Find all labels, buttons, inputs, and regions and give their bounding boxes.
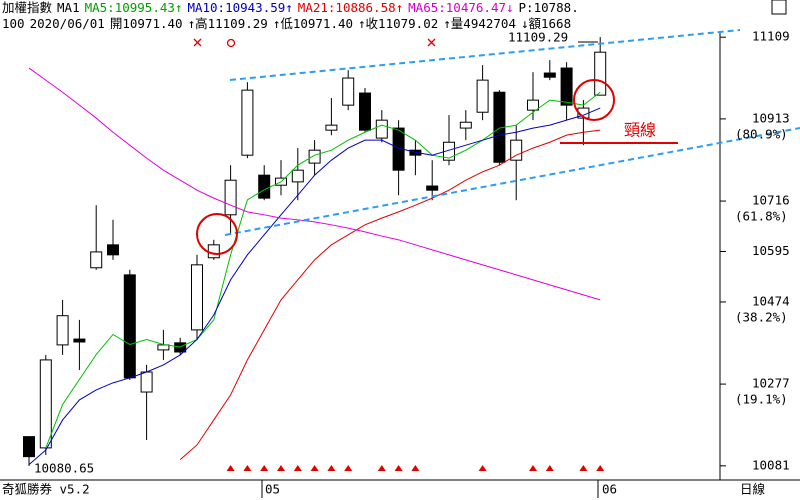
signal-triangle xyxy=(545,465,554,471)
ratio-label: (19.1%) xyxy=(735,392,788,407)
ma-line xyxy=(45,91,601,449)
header-item: ↑低10971.40 xyxy=(272,16,354,31)
candle-body xyxy=(426,185,439,191)
header-item: 加權指數 xyxy=(2,0,53,15)
month-label: 05 xyxy=(265,482,280,497)
window-button[interactable] xyxy=(771,0,787,15)
candle-body xyxy=(375,119,388,139)
app-name: 奇狐勝券 v5.2 xyxy=(2,482,90,497)
month-label: 06 xyxy=(602,482,617,497)
header-item: ↓額1668 xyxy=(520,16,572,31)
candle-body xyxy=(543,72,556,78)
y-tick-label: 10716 xyxy=(752,193,790,208)
candle-body xyxy=(342,77,355,106)
signal-triangle xyxy=(478,465,487,471)
candle-body xyxy=(308,149,321,164)
signal-triangle xyxy=(377,465,386,471)
signal-triangle xyxy=(226,465,235,471)
candle-body xyxy=(527,99,539,111)
header-item: 100 xyxy=(2,16,25,31)
header-item: 2020/06/01 xyxy=(29,16,105,31)
signal-marks xyxy=(193,38,436,48)
header-item: ↑高11109.29 xyxy=(187,16,268,31)
candle-body xyxy=(191,264,203,331)
candle-body xyxy=(123,274,136,379)
header-item: MA5:10995.43↑ xyxy=(84,0,183,15)
signal-triangle xyxy=(260,465,269,471)
candle-body xyxy=(325,124,338,131)
y-tick-label: 10277 xyxy=(752,376,790,391)
candle-body xyxy=(443,141,455,161)
annotation: 頸線 xyxy=(624,121,656,140)
header-item: MA65:10476.47↓ xyxy=(408,0,514,15)
highlight-circle xyxy=(196,213,238,255)
signal-triangle xyxy=(327,465,336,471)
y-tick-label: 11109 xyxy=(752,29,790,44)
candle-body xyxy=(459,121,472,129)
plot xyxy=(23,37,607,466)
trend-line xyxy=(229,29,741,81)
low-label: 10080.65 xyxy=(34,461,94,476)
candle-body xyxy=(560,67,573,106)
y-tick-label: 10913 xyxy=(752,110,790,125)
header-item: MA1 xyxy=(57,0,80,15)
candle-body xyxy=(224,179,237,216)
candle-body xyxy=(241,89,254,156)
candle-body xyxy=(258,174,271,199)
candle-body xyxy=(56,315,69,346)
signal-triangle xyxy=(344,465,353,471)
y-tick-label: 10474 xyxy=(752,293,790,308)
candle-body xyxy=(73,338,86,343)
trend-line xyxy=(224,127,800,236)
ma-line xyxy=(28,67,601,301)
candle-body xyxy=(359,92,371,131)
candle-body xyxy=(291,169,304,183)
header-item: ↑收11079.02 xyxy=(358,16,439,31)
candle-body xyxy=(510,139,523,161)
header-item: MA21:10886.58↑ xyxy=(297,0,404,15)
signal-triangle xyxy=(529,465,537,471)
signal-triangle xyxy=(277,465,285,471)
candle-body xyxy=(476,79,489,113)
candle-body xyxy=(207,244,220,259)
ma-line xyxy=(28,107,601,465)
y-tick-label: 10595 xyxy=(752,243,790,258)
signal-triangle xyxy=(310,465,319,471)
signal-triangle xyxy=(411,465,420,471)
candle-body xyxy=(23,436,35,458)
header-line-1: 加權指數 MA1 MA5:10995.43↑ MA10:10943.59↑ MA21:1… xyxy=(2,0,584,16)
x-mark xyxy=(193,38,202,47)
signal-triangle xyxy=(579,465,588,471)
candle-body xyxy=(90,251,103,269)
highlight-circle xyxy=(573,79,615,121)
header-item: 開10971.40 xyxy=(109,16,183,31)
ma-line xyxy=(179,129,601,460)
candle-body xyxy=(39,359,52,449)
header-item: MA10:10943.59↑ xyxy=(187,0,293,15)
candle-body xyxy=(157,344,170,351)
x-mark xyxy=(427,38,436,47)
header-line-2: 100 2020/06/01 開10971.40 ↑高11109.29 ↑低10971.… xyxy=(2,16,576,32)
candle-body xyxy=(594,51,607,96)
ratio-label: (80.9%) xyxy=(735,126,788,141)
candle-body xyxy=(140,371,153,393)
header-item: P:10788. xyxy=(518,0,579,15)
ratio-label: (61.8%) xyxy=(735,209,788,224)
period: 日線 xyxy=(740,482,766,497)
signal-triangle xyxy=(243,465,252,471)
signal-triangle xyxy=(394,465,403,471)
signal-triangle xyxy=(293,465,302,471)
signal-triangle xyxy=(596,465,605,471)
candle-body xyxy=(107,244,119,256)
high-label: 11109.29 xyxy=(508,30,568,45)
header-item: ↑量4942704 xyxy=(443,16,516,31)
o-mark xyxy=(226,38,236,48)
y-tick-label: 10081 xyxy=(752,457,790,472)
ratio-label: (38.2%) xyxy=(735,309,788,324)
